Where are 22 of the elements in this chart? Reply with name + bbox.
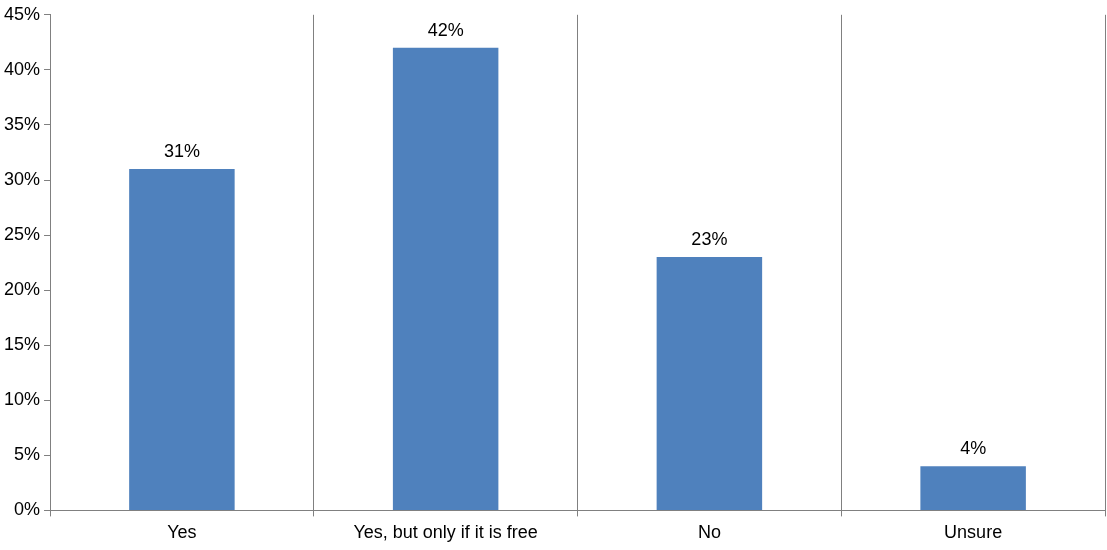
y-tick-label: 20%	[4, 279, 41, 300]
bar	[129, 168, 235, 510]
data-label: 4%	[960, 438, 987, 459]
x-tick-label: Yes, but only if it is free	[353, 522, 538, 543]
data-label: 31%	[163, 140, 200, 161]
y-tick-label: 10%	[4, 389, 41, 410]
y-tick-label: 0%	[14, 499, 41, 520]
y-tick-label: 40%	[4, 58, 41, 79]
y-tick-label: 15%	[4, 334, 41, 355]
bar	[392, 47, 499, 510]
y-tick-label: 30%	[4, 168, 41, 189]
y-tick-label: 25%	[4, 224, 41, 245]
data-label: 23%	[691, 229, 728, 250]
x-tick-label: Unsure	[944, 522, 1003, 543]
x-tick-label: Yes	[167, 522, 197, 543]
bar	[920, 466, 1026, 510]
y-tick-label: 5%	[14, 444, 41, 465]
data-label: 42%	[427, 19, 464, 40]
x-tick-label: No	[697, 522, 721, 543]
bar	[656, 257, 763, 510]
y-tick-label: 35%	[4, 113, 41, 134]
y-tick-label: 45%	[4, 3, 41, 24]
